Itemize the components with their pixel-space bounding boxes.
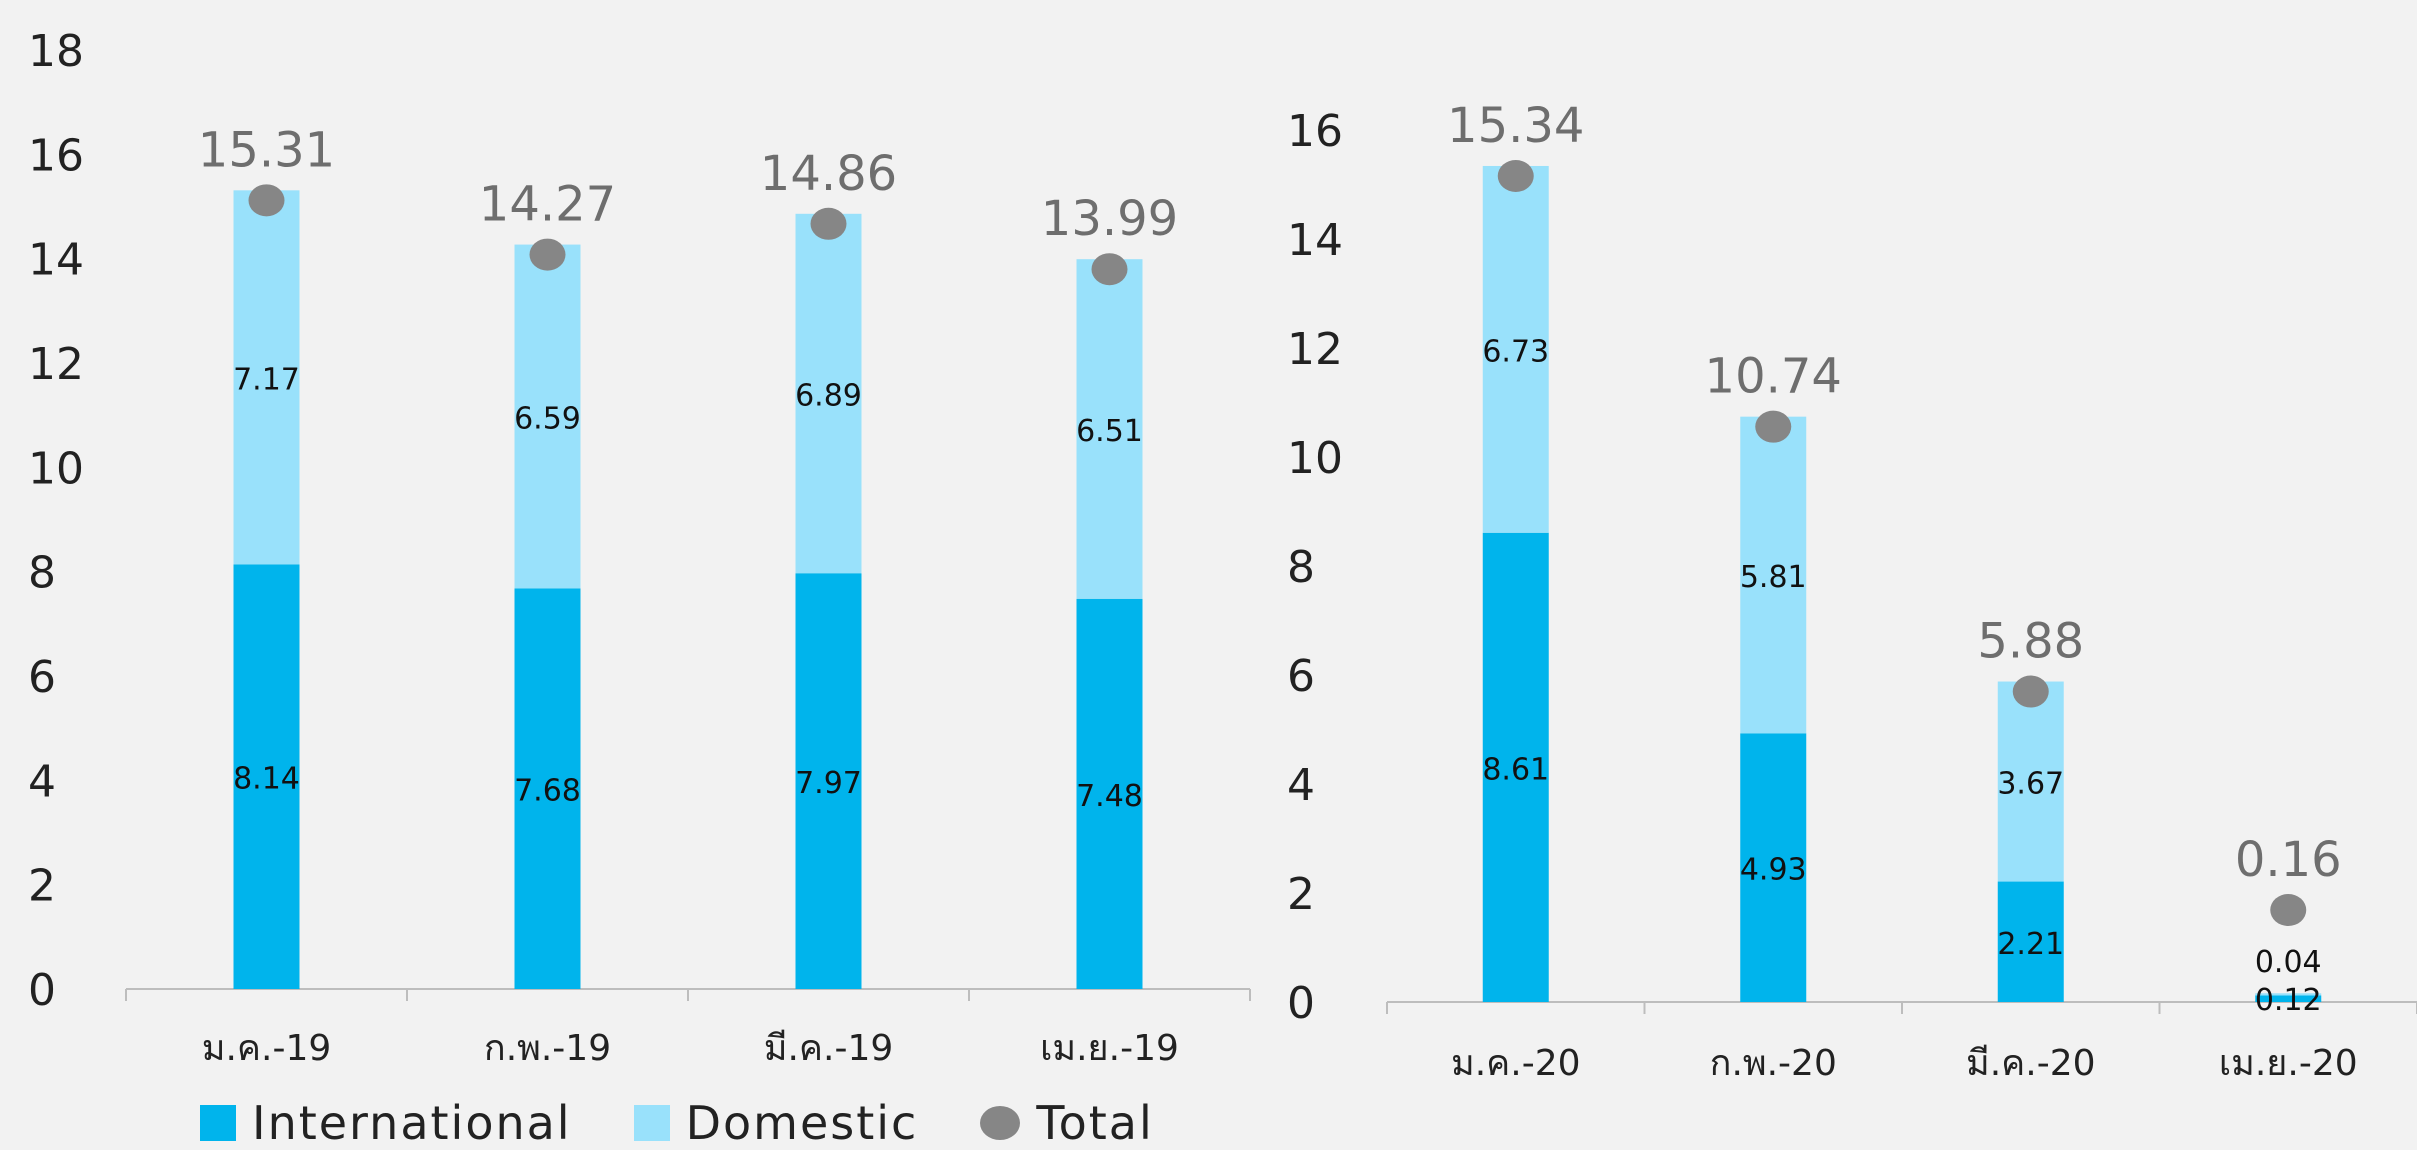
chart2-ytick-label: 4 <box>1287 760 1315 811</box>
chart-legend: International Domestic Total <box>200 1096 1216 1150</box>
chart2-label-international: 2.21 <box>1997 927 2064 962</box>
chart2-label-total: 10.74 <box>1705 349 1842 405</box>
chart1-bar-international <box>514 588 581 989</box>
chart1-label-international: 7.97 <box>795 766 862 801</box>
chart2-bar-domestic <box>1740 416 1807 734</box>
chart2-label-domestic: 5.81 <box>1740 560 1807 595</box>
chart1-label-international: 7.68 <box>514 774 581 809</box>
chart2-ytick-label: 8 <box>1287 542 1315 593</box>
chart2-bar-international <box>1997 881 2064 1002</box>
chart1-ytick-label: 6 <box>28 652 56 703</box>
legend-item-total[interactable]: Total <box>980 1096 1153 1150</box>
legend-item-international[interactable]: International <box>200 1096 572 1150</box>
chart1-ytick-label: 2 <box>28 861 56 912</box>
chart2-label-domestic: 6.73 <box>1482 334 1549 369</box>
chart2-total-marker <box>2012 675 2049 708</box>
chart1-ytick-label: 8 <box>28 548 56 599</box>
chart2-bar-domestic <box>1482 165 1549 533</box>
chart2-ytick-label: 10 <box>1287 433 1343 484</box>
chart2-ytick-label: 12 <box>1287 324 1343 375</box>
legend-item-domestic[interactable]: Domestic <box>633 1096 919 1150</box>
chart2-category-label: เม.ย.-20 <box>2219 1043 2358 1084</box>
chart2-label-international: 0.12 <box>2255 983 2322 1018</box>
chart2-ytick-label: 16 <box>1287 106 1343 157</box>
chart2-ytick-label: 6 <box>1287 651 1315 702</box>
chart1-bar-international <box>1076 598 1143 989</box>
chart1-label-domestic: 7.17 <box>233 362 300 397</box>
chart1-total-marker <box>810 207 847 240</box>
chart1-label-domestic: 6.51 <box>1076 414 1143 449</box>
chart2-total-marker <box>1755 410 1792 443</box>
chart2-label-total: 15.34 <box>1447 98 1584 154</box>
chart1-label-total: 15.31 <box>198 122 335 178</box>
chart1-ytick-label: 12 <box>28 339 84 390</box>
chart1-category-label: เม.ย.-19 <box>1040 1028 1179 1069</box>
chart1-label-international: 8.14 <box>233 762 300 797</box>
chart1-bar-domestic <box>514 244 581 589</box>
legend-swatch-domestic <box>633 1105 670 1141</box>
chart2-bar-domestic <box>1997 681 2064 882</box>
chart2-label-total: 5.88 <box>1977 614 2084 670</box>
chart2-bar-domestic <box>2255 993 2322 996</box>
chart1-category-label: ก.พ.-19 <box>484 1028 611 1069</box>
chart1-total-marker <box>529 238 566 271</box>
chart1-bar-domestic <box>233 190 300 565</box>
chart1-bar-international <box>795 573 862 989</box>
chart1-label-domestic: 6.59 <box>514 401 581 436</box>
chart1-ytick-label: 14 <box>28 235 84 286</box>
chart1-label-total: 14.27 <box>479 177 616 233</box>
chart1-label-total: 14.86 <box>760 146 897 202</box>
chart2-ytick-label: 0 <box>1287 978 1315 1029</box>
chart2-label-international: 8.61 <box>1482 752 1549 787</box>
legend-label-total: Total <box>1036 1096 1154 1150</box>
chart1-bar-domestic <box>795 213 862 574</box>
chart2-bar-international <box>1482 532 1549 1002</box>
chart2-ytick-label: 14 <box>1287 215 1343 266</box>
chart1-ytick-label: 4 <box>28 756 56 807</box>
chart2-category-label: ม.ค.-20 <box>1451 1043 1581 1084</box>
chart2-category-label: มี.ค.-20 <box>1966 1043 2096 1084</box>
chart2-label-domestic: 0.04 <box>2255 945 2322 980</box>
chart2-bar-international <box>2255 995 2322 1002</box>
chart1-label-domestic: 6.89 <box>795 379 862 414</box>
chart1-label-total: 13.99 <box>1041 191 1178 247</box>
chart2-category-label: ก.พ.-20 <box>1710 1043 1837 1084</box>
legend-marker-total <box>980 1106 1021 1140</box>
chart1-category-label: ม.ค.-19 <box>202 1028 332 1069</box>
chart2-ytick-label: 2 <box>1287 869 1315 920</box>
chart1-ytick-label: 18 <box>28 26 84 77</box>
chart1-ytick-label: 10 <box>28 443 84 494</box>
legend-swatch-international <box>200 1105 236 1141</box>
chart2-label-domestic: 3.67 <box>1997 767 2064 802</box>
legend-label-international: International <box>252 1096 572 1150</box>
chart2-label-total: 0.16 <box>2235 832 2342 888</box>
chart1-ytick-label: 16 <box>28 130 84 181</box>
chart1-total-marker <box>1091 253 1128 286</box>
chart2-total-marker <box>1497 159 1534 192</box>
chart1-label-international: 7.48 <box>1076 779 1143 814</box>
chart1-bar-domestic <box>1076 259 1143 599</box>
chart1-ytick-label: 0 <box>28 965 56 1016</box>
chart2-label-international: 4.93 <box>1740 853 1807 888</box>
chart2-bar-international <box>1740 733 1807 1002</box>
chart1-total-marker <box>248 184 285 217</box>
chart1-category-label: มี.ค.-19 <box>764 1028 894 1069</box>
legend-label-domestic: Domestic <box>685 1096 919 1150</box>
chart1-bar-international <box>233 564 300 989</box>
chart2-total-marker <box>2270 894 2307 926</box>
